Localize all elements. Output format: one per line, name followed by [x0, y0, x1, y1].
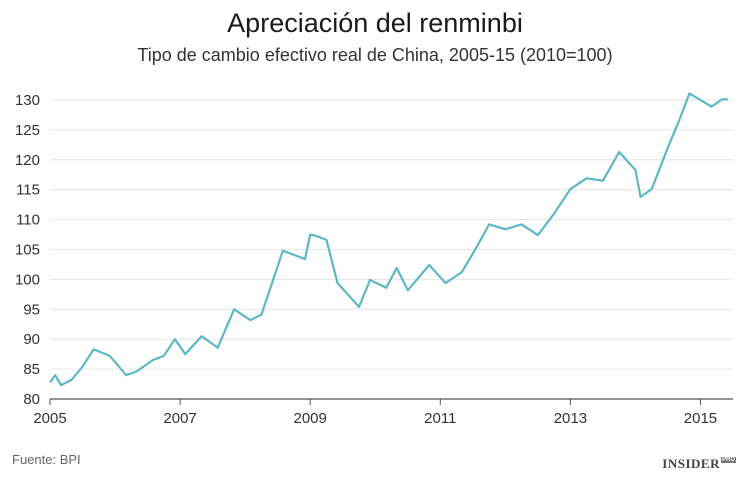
chart-title: Apreciación del renminbi — [227, 8, 523, 38]
y-tick-label: 120 — [15, 152, 40, 169]
y-tick-label: 100 — [15, 271, 40, 288]
y-tick-label: 90 — [23, 331, 40, 348]
brand-logo: INSIDER PRO — [662, 456, 736, 472]
y-axis: 80 85 90 95 100 105 110 115 120 125 130 — [15, 92, 40, 408]
series-line-0 — [49, 92, 728, 387]
x-tick-label: 2011 — [424, 410, 456, 427]
source-note: Fuente: BPI — [12, 452, 81, 467]
chart-subtitle: Tipo de cambio efectivo real de China, 2… — [137, 45, 613, 65]
y-tick-label: 110 — [16, 212, 40, 229]
y-tick-label: 85 — [23, 361, 40, 378]
x-tick-label: 2007 — [163, 410, 196, 427]
y-tick-label: 105 — [15, 242, 40, 259]
grid-lines — [50, 99, 733, 400]
x-tick-label: 2005 — [33, 410, 66, 427]
series-lines — [49, 92, 728, 387]
brand-name: INSIDER — [662, 456, 720, 471]
y-tick-label: 125 — [15, 122, 40, 139]
y-tick-label: 80 — [23, 391, 40, 408]
x-tick-label: 2013 — [554, 410, 587, 427]
x-axis: 2005 2007 2009 2011 2013 2015 — [33, 399, 717, 427]
y-tick-label: 115 — [16, 182, 40, 199]
x-tick-label: 2015 — [684, 410, 717, 427]
y-tick-label: 95 — [23, 301, 40, 318]
x-tick-label: 2009 — [294, 410, 327, 427]
brand-suffix: PRO — [720, 457, 736, 463]
y-tick-label: 130 — [15, 92, 40, 109]
